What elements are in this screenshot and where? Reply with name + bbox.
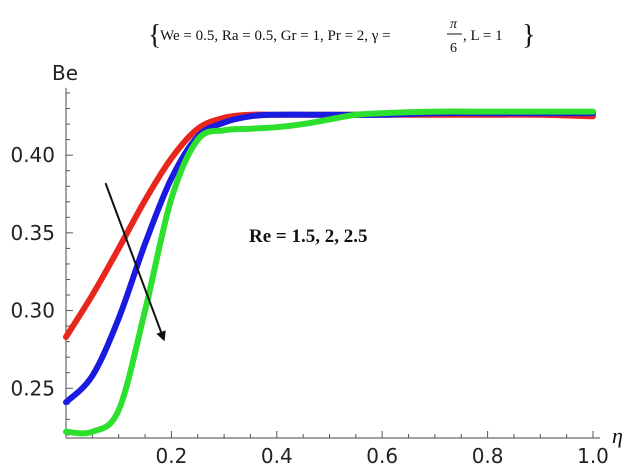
re-annotation: Re = 1.5, 2, 2.5 xyxy=(249,226,367,247)
x-ticks: 0.2 0.4 0.6 0.8 1.0 xyxy=(65,431,609,468)
y-tick-label: 0.25 xyxy=(10,376,55,400)
x-tick-label: 0.4 xyxy=(261,444,293,468)
y-tick-label: 0.40 xyxy=(10,143,55,167)
y-ticks: 0.25 0.30 0.35 0.40 xyxy=(10,92,73,436)
title-open-brace: { xyxy=(148,20,161,51)
title-fraction-denominator: 6 xyxy=(450,41,457,56)
direction-arrow xyxy=(104,182,166,342)
series-line-3 xyxy=(63,108,596,437)
x-tick-label: 0.8 xyxy=(472,444,504,468)
chart-title: { We = 0.5, Ra = 0.5, Gr = 1, Pr = 2, γ … xyxy=(148,17,535,56)
series-layer xyxy=(63,108,596,437)
x-tick-label: 1.0 xyxy=(577,444,609,468)
title-close-brace: } xyxy=(522,20,535,51)
x-tick-label: 0.6 xyxy=(366,444,398,468)
title-tail: , L = 1 xyxy=(463,28,503,44)
title-fraction-numerator: π xyxy=(450,17,458,32)
title-params: We = 0.5, Ra = 0.5, Gr = 1, Pr = 2, γ = xyxy=(160,28,391,44)
series-line-2 xyxy=(63,110,596,406)
y-tick-label: 0.30 xyxy=(10,299,55,323)
y-axis-label: Be xyxy=(52,61,78,85)
y-tick-label: 0.35 xyxy=(10,221,55,245)
x-tick-label: 0.2 xyxy=(155,444,187,468)
x-axis-label: η xyxy=(612,423,623,448)
